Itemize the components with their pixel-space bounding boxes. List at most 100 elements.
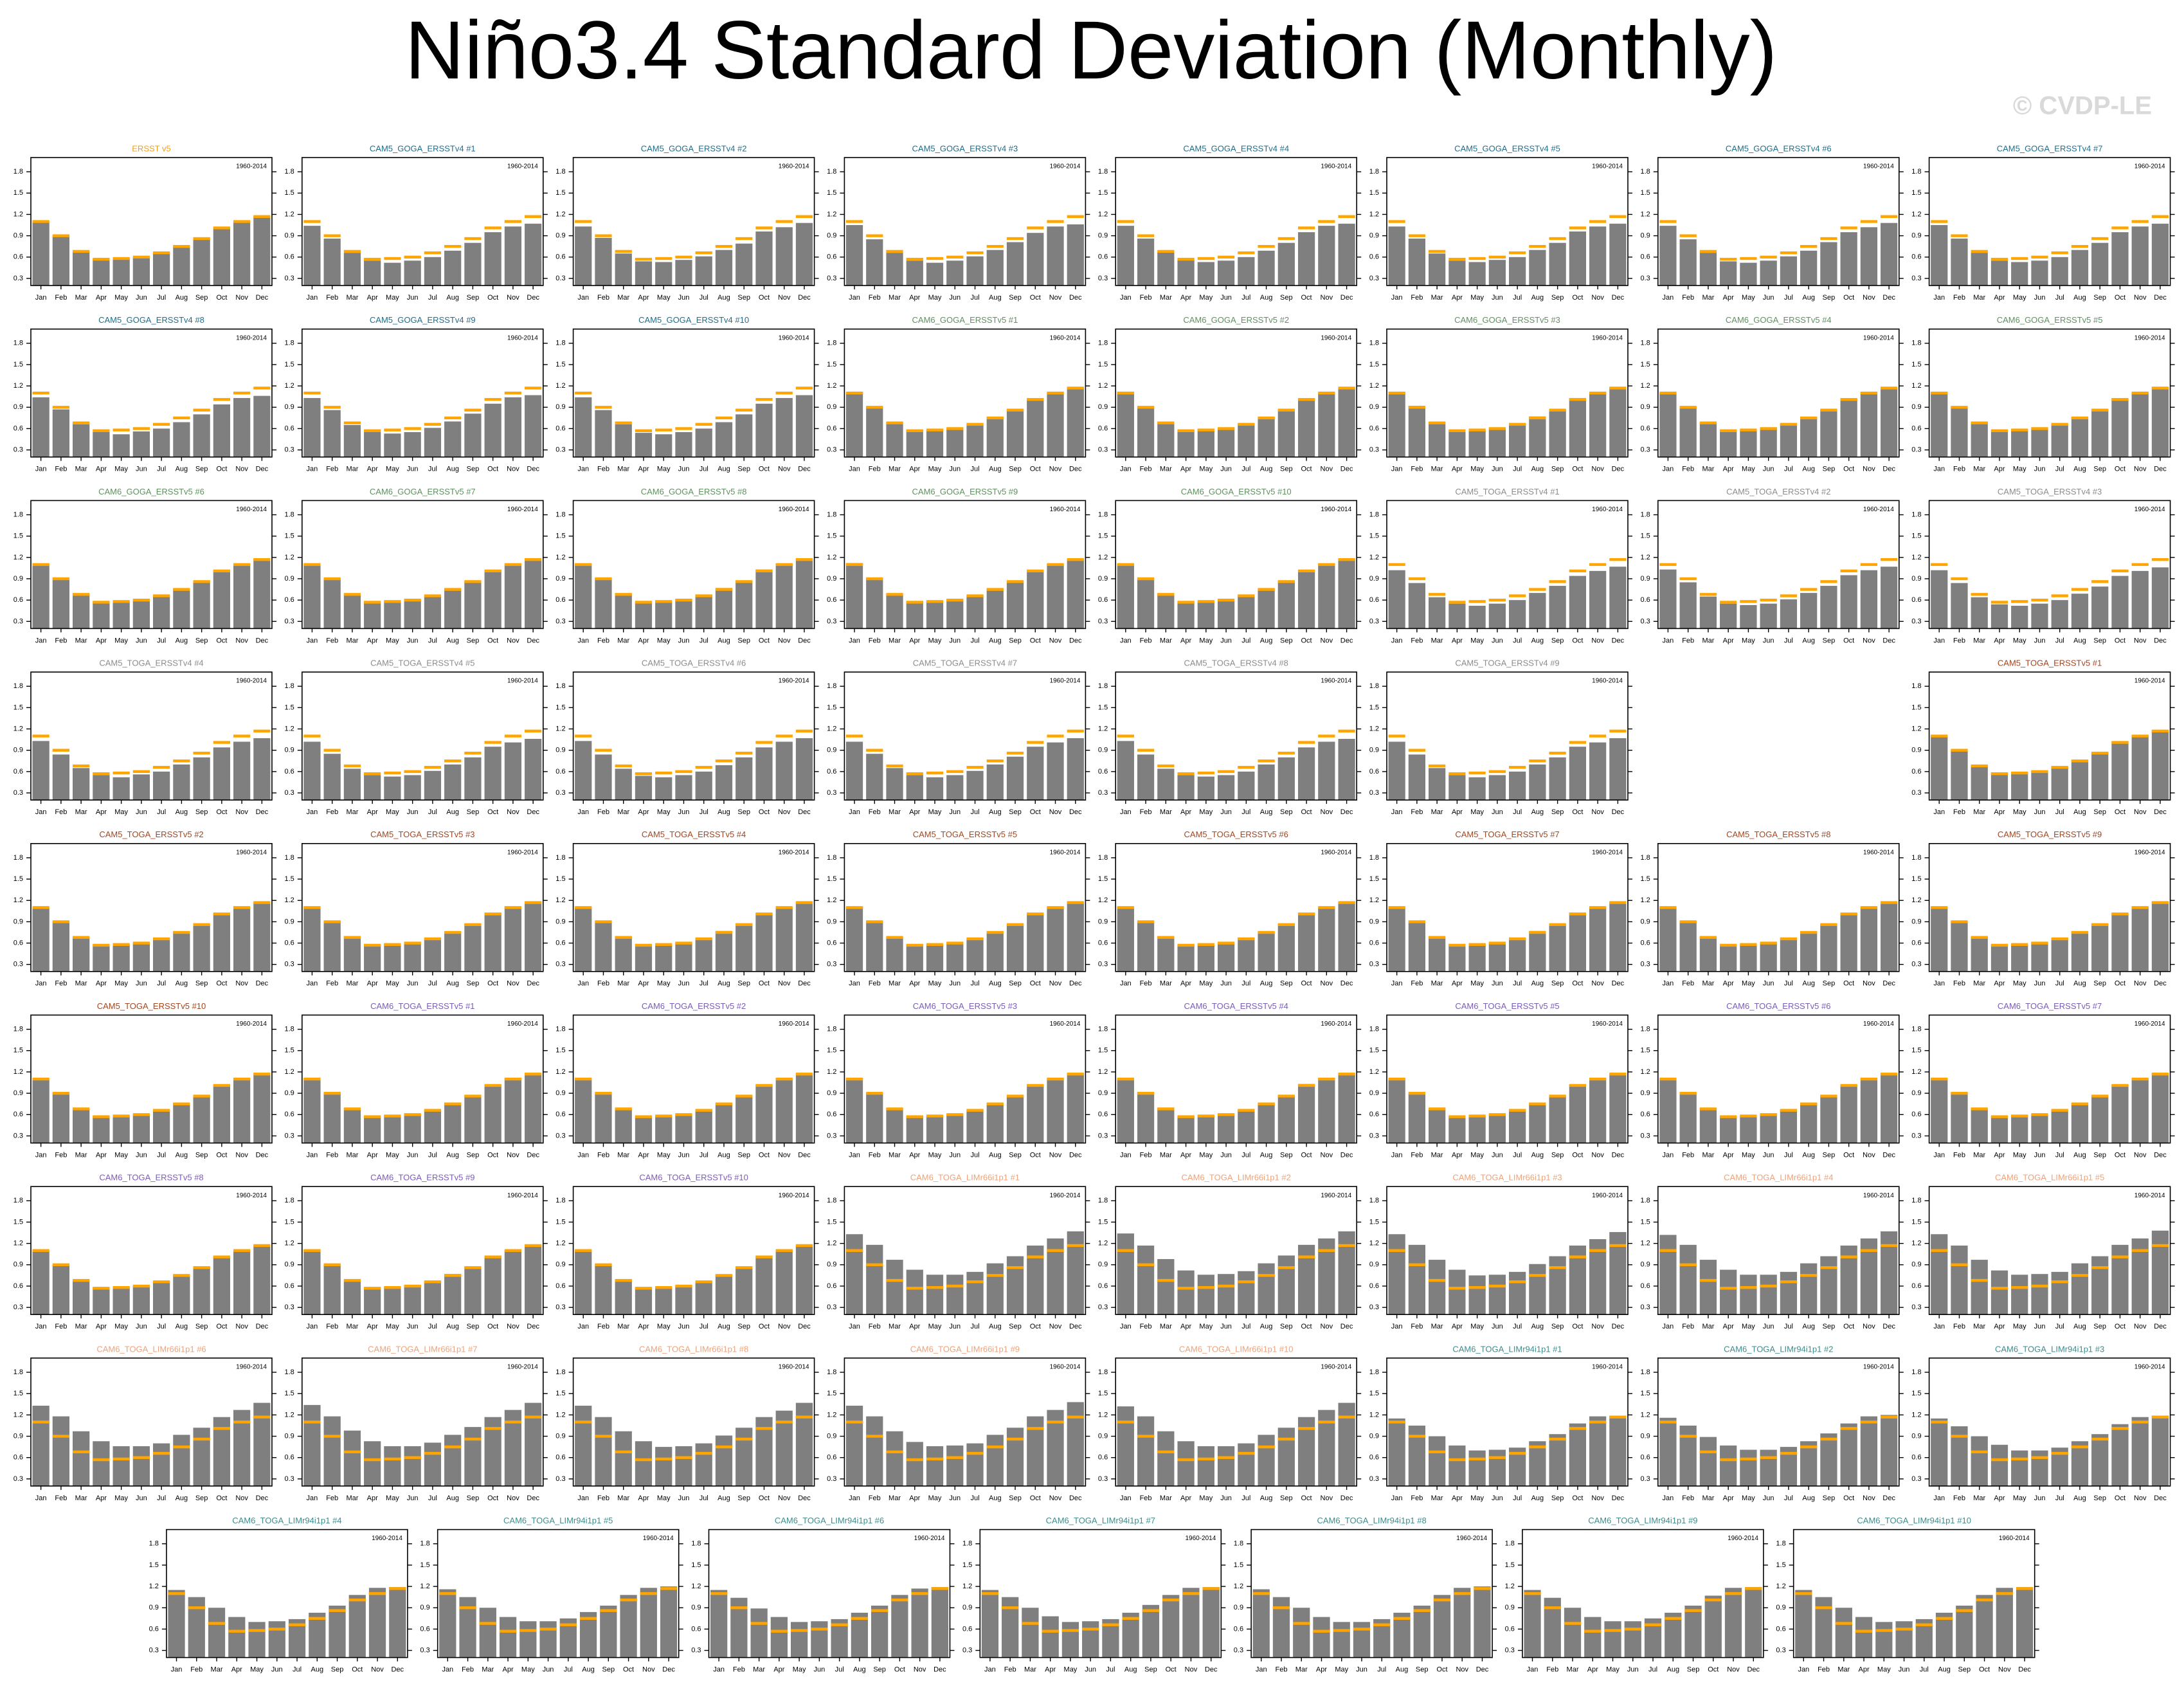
y-tick-label: 0.6 (962, 1625, 972, 1633)
x-tick-label: Sep (195, 637, 208, 644)
obs-marker (866, 577, 883, 581)
bar (424, 428, 442, 457)
x-tick-label: Oct (487, 1494, 498, 1502)
period-label: 1960-2014 (1863, 1192, 1894, 1199)
y-tick-label: 0.3 (1641, 1132, 1650, 1139)
bar (343, 1108, 361, 1143)
panel-title: CAM6_TOGA_ERSSTv5 #6 (1726, 1001, 1830, 1011)
y-tick-label: 1.8 (1641, 168, 1650, 176)
x-tick-label: Nov (507, 1494, 519, 1502)
y-tick-label: 1.8 (827, 1197, 836, 1204)
y-tick-label: 0.6 (285, 596, 294, 604)
x-tick-label: Sep (2093, 466, 2106, 473)
bar (886, 1108, 903, 1143)
x-tick-label: Sep (1009, 637, 1022, 644)
bar (168, 1590, 185, 1658)
bar (389, 1587, 406, 1658)
bar (966, 423, 984, 457)
obs-marker (1699, 1450, 1717, 1454)
y-tick-label: 1.2 (1505, 1583, 1515, 1590)
bar (404, 432, 421, 457)
obs-marker (1800, 244, 1818, 248)
bar (1529, 1103, 1546, 1143)
obs-marker (931, 1587, 948, 1590)
bar (52, 921, 69, 972)
x-tick-label: Dec (1069, 808, 1082, 816)
obs-marker (444, 1102, 462, 1105)
obs-marker (1388, 1249, 1405, 1252)
y-tick-label: 0.9 (1098, 403, 1108, 411)
x-tick-label: Oct (487, 637, 498, 644)
bar (1002, 1597, 1019, 1658)
bar (1780, 599, 1798, 629)
x-tick-label: Dec (2154, 1323, 2167, 1330)
y-tick-label: 0.6 (555, 1282, 565, 1290)
x-tick-label: Nov (1591, 1323, 1604, 1330)
x-tick-label: Mar (889, 466, 901, 473)
obs-marker (1137, 577, 1155, 581)
x-tick-label: May (386, 980, 399, 988)
y-tick-label: 1.2 (827, 725, 836, 732)
y-tick-label: 1.5 (555, 1390, 565, 1397)
period-label: 1960-2014 (1050, 849, 1081, 856)
bar (1820, 1256, 1837, 1315)
bar (484, 232, 501, 286)
obs-marker (775, 906, 793, 909)
x-tick-label: Oct (2115, 1494, 2125, 1502)
obs-marker (52, 1263, 69, 1267)
obs-marker (1137, 1263, 1155, 1267)
x-tick-label: Sep (195, 1151, 208, 1159)
x-tick-label: Jun (678, 1323, 690, 1330)
obs-marker (1780, 1451, 1798, 1455)
x-tick-label: Feb (55, 1151, 67, 1159)
obs-marker (851, 1617, 868, 1620)
y-tick-label: 1.5 (14, 532, 23, 540)
y-tick-label: 1.8 (1776, 1540, 1785, 1548)
bar (1388, 907, 1405, 972)
obs-marker (2111, 397, 2129, 401)
y-tick-label: 0.6 (1369, 253, 1379, 261)
x-tick-label: Aug (446, 466, 459, 473)
obs-marker (444, 588, 462, 591)
x-tick-label: Sep (1551, 980, 1564, 988)
x-tick-label: Dec (527, 808, 539, 816)
bar (1047, 226, 1064, 286)
bar (248, 1622, 266, 1658)
y-tick-label: 0.3 (555, 275, 565, 282)
obs-marker (52, 406, 69, 409)
y-tick-label: 0.9 (285, 1089, 294, 1097)
obs-marker (1408, 1091, 1425, 1095)
bar (866, 754, 883, 801)
bar (444, 764, 462, 801)
x-tick-label: Apr (909, 1494, 920, 1502)
obs-marker (113, 943, 130, 946)
y-tick-label: 0.3 (14, 1132, 23, 1139)
bar (1569, 1084, 1586, 1143)
y-tick-label: 0.9 (555, 232, 565, 240)
obs-marker (2071, 1445, 2089, 1449)
obs-marker (886, 1450, 903, 1454)
obs-marker (1509, 1451, 1526, 1455)
y-tick-label: 0.9 (827, 918, 836, 925)
obs-marker (1388, 1077, 1405, 1081)
obs-marker (248, 1629, 266, 1632)
bar (1509, 771, 1526, 801)
x-tick-label: Jul (157, 466, 166, 473)
plot-frame (30, 328, 273, 458)
y-tick-label: 1.2 (1369, 554, 1379, 561)
obs-marker (2111, 1084, 2129, 1087)
bar (1027, 913, 1044, 972)
x-tick-label: Sep (195, 1494, 208, 1502)
obs-marker (1544, 1606, 1561, 1610)
bar (595, 921, 612, 972)
x-tick-label: May (657, 1494, 671, 1502)
bar (1931, 392, 1948, 457)
y-tick-label: 0.3 (1911, 789, 1921, 797)
x-tick-label: Mar (346, 637, 358, 644)
bar (1238, 595, 1255, 629)
x-tick-label: Jun (1763, 466, 1774, 473)
y-tick-label: 1.8 (691, 1540, 701, 1548)
obs-marker (1117, 906, 1134, 909)
x-tick-label: Jun (1763, 1151, 1774, 1159)
